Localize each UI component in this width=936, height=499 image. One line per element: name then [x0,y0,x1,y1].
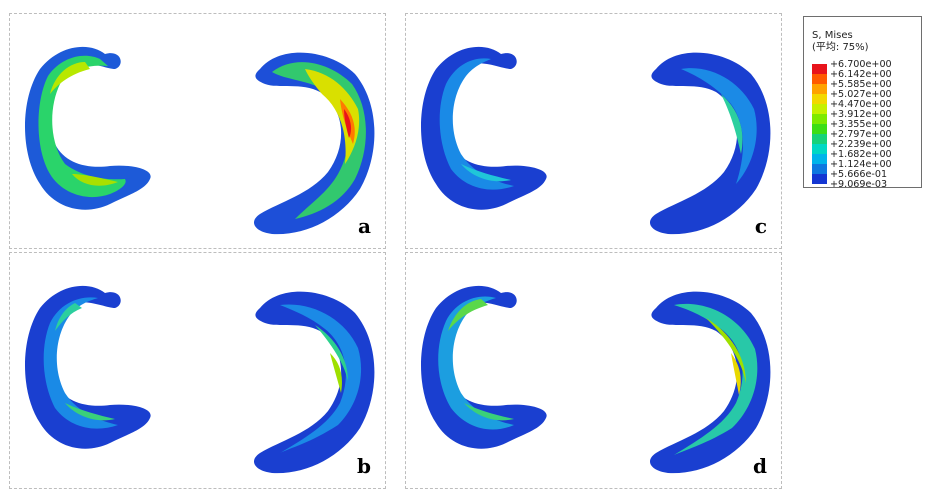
legend-tick-label: +2.239e+00 [830,139,892,150]
legend-swatch [812,134,827,144]
legend-subtitle: (平均: 75%) [812,42,869,53]
legend-tick-label: +2.797e+00 [830,129,892,140]
legend-swatch [812,114,827,124]
legend-swatch [812,174,827,184]
panel-label-d: d [753,454,767,478]
legend-tick-label: +5.585e+00 [830,79,892,90]
panel-c: c [405,13,782,249]
legend-swatch [812,64,827,74]
legend-tick-label: +6.700e+00 [830,59,892,70]
legend-tick-label: +5.027e+00 [830,89,892,100]
legend-swatch [812,124,827,134]
meniscus-contour-c [421,46,771,235]
meniscus-contour-b [25,285,375,474]
legend-swatch [812,84,827,94]
meniscus-contour-d [421,285,771,474]
legend-swatch [812,154,827,164]
panel-label-c: c [754,214,767,238]
legend-tick-label: +3.355e+00 [830,119,892,130]
legend-swatch [812,164,827,174]
color-legend: S, Mises (平均: 75%) +6.700e+00 +6.142e+00 +… [803,16,922,190]
legend-swatch [812,74,827,84]
legend-tick-label: +5.666e-01 [830,169,888,180]
legend-swatch [812,94,827,104]
panel-b: b [9,252,386,489]
panel-a: a [9,13,386,249]
panel-label-a: a [358,214,371,238]
legend-tick-label: +4.470e+00 [830,99,892,110]
legend-swatch [812,144,827,154]
legend-swatch [812,104,827,114]
legend-tick-label: +9.069e-03 [830,179,888,190]
legend-tick-label: +1.682e+00 [830,149,892,160]
panel-d: d [405,252,782,489]
legend-tick-label: +3.912e+00 [830,109,892,120]
legend-title: S, Mises [812,30,853,41]
legend-tick-label: +1.124e+00 [830,159,892,170]
meniscus-contour-a [25,46,375,235]
legend-tick-label: +6.142e+00 [830,69,892,80]
panel-label-b: b [357,454,371,478]
